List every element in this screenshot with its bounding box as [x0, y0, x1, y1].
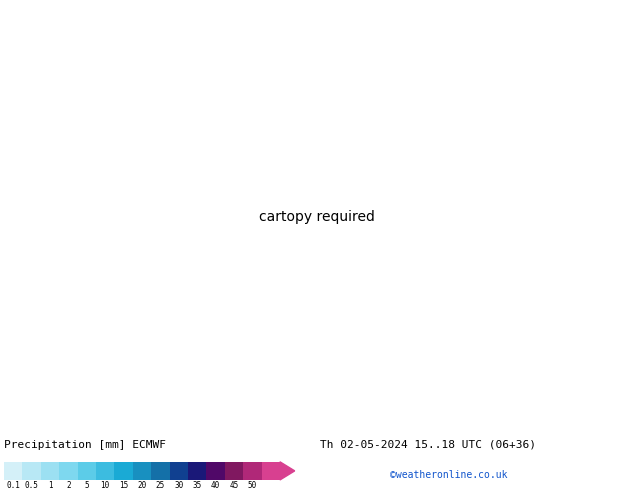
- Text: 40: 40: [211, 481, 220, 490]
- Bar: [77, 462, 96, 480]
- Text: cartopy required: cartopy required: [259, 210, 375, 224]
- Bar: [262, 462, 280, 480]
- Text: Th 02-05-2024 15..18 UTC (06+36): Th 02-05-2024 15..18 UTC (06+36): [320, 440, 536, 450]
- Text: 35: 35: [193, 481, 202, 490]
- Text: 2: 2: [66, 481, 71, 490]
- Bar: [151, 462, 170, 480]
- Bar: [188, 462, 207, 480]
- Text: 45: 45: [230, 481, 238, 490]
- Bar: [170, 462, 188, 480]
- Text: 20: 20: [138, 481, 146, 490]
- Text: 15: 15: [119, 481, 128, 490]
- Bar: [114, 462, 133, 480]
- Text: 25: 25: [156, 481, 165, 490]
- Polygon shape: [280, 462, 295, 480]
- Text: 30: 30: [174, 481, 183, 490]
- Bar: [207, 462, 225, 480]
- Text: 1: 1: [48, 481, 53, 490]
- Bar: [133, 462, 151, 480]
- Text: Precipitation [mm] ECMWF: Precipitation [mm] ECMWF: [4, 440, 166, 450]
- Bar: [225, 462, 243, 480]
- Bar: [59, 462, 77, 480]
- Text: ©weatheronline.co.uk: ©weatheronline.co.uk: [390, 470, 507, 480]
- Text: 50: 50: [248, 481, 257, 490]
- Text: 0.1: 0.1: [6, 481, 20, 490]
- Bar: [243, 462, 262, 480]
- Bar: [4, 462, 22, 480]
- Text: 10: 10: [101, 481, 110, 490]
- Text: 5: 5: [84, 481, 89, 490]
- Bar: [96, 462, 114, 480]
- Bar: [22, 462, 41, 480]
- Text: 0.5: 0.5: [25, 481, 39, 490]
- Bar: [41, 462, 59, 480]
